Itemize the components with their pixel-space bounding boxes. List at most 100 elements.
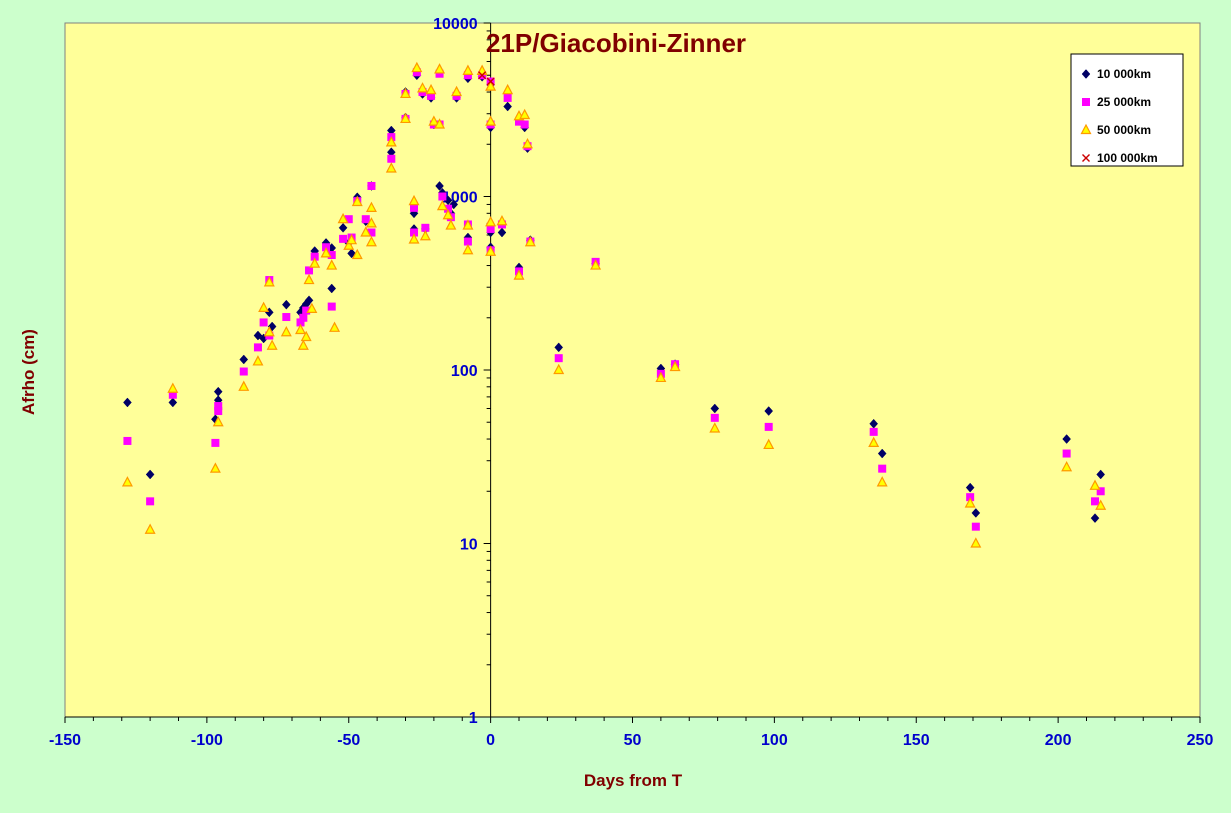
data-point (212, 415, 224, 427)
data-point (486, 224, 495, 233)
data-point (411, 61, 423, 73)
legend-items: 10 000km 25 000km 50 000km 100 000km (1080, 67, 1158, 165)
data-point (146, 497, 155, 506)
data-point (966, 493, 975, 502)
data-point (1062, 434, 1071, 444)
data-point (320, 247, 332, 258)
data-point (309, 257, 321, 268)
legend-label: 10 000km (1097, 67, 1151, 81)
data-point (327, 251, 336, 260)
legend-label: 100 000km (1097, 151, 1158, 165)
data-point (253, 343, 262, 352)
data-point (445, 219, 457, 230)
chart-title: 21P/Giacobini-Zinner (486, 28, 746, 58)
legend-marker (1082, 98, 1090, 106)
data-point (554, 354, 563, 363)
legend-label: 50 000km (1097, 123, 1151, 137)
x-tick-label: 150 (903, 732, 930, 749)
data-point (971, 508, 981, 518)
data-point (168, 397, 178, 408)
data-point (427, 91, 436, 100)
data-point (513, 269, 525, 280)
data-point (764, 422, 773, 431)
data-point (438, 192, 447, 201)
data-point (302, 306, 311, 315)
data-point (351, 248, 363, 260)
data-point (971, 522, 980, 531)
legend-marker (1080, 123, 1092, 135)
data-point (239, 367, 248, 376)
data-point (485, 115, 497, 126)
legend-marker (1081, 69, 1091, 79)
data-point (869, 427, 878, 436)
data-point (306, 302, 318, 313)
data-point (310, 252, 319, 261)
data-point (763, 438, 775, 450)
data-point (1061, 460, 1073, 472)
data-point (590, 259, 602, 270)
data-point (211, 438, 220, 447)
data-point (485, 80, 497, 91)
data-point (434, 63, 446, 74)
x-tick-label: 100 (761, 732, 788, 749)
data-point (305, 266, 314, 275)
data-point (282, 313, 291, 322)
data-point (361, 215, 370, 224)
series-4 (478, 71, 495, 86)
data-point (1090, 513, 1100, 524)
data-point (709, 422, 721, 433)
x-tick-label: -100 (191, 732, 223, 749)
data-point (1095, 499, 1107, 510)
data-point (351, 195, 363, 207)
chart-svg: 1 10 100 1000 10000 -150 -100 -50 0 50 100 150 200 25… (19, 16, 1213, 790)
data-point (1089, 479, 1101, 490)
data-point (214, 407, 223, 416)
data-point (515, 117, 523, 126)
series-3 (121, 61, 1107, 548)
data-point (145, 469, 155, 480)
data-point (1091, 497, 1100, 506)
data-point (344, 215, 353, 224)
data-point (167, 382, 179, 393)
data-point (296, 318, 305, 327)
data-point (343, 239, 355, 250)
data-point (408, 194, 420, 206)
data-point (451, 85, 463, 97)
data-point (365, 217, 377, 228)
legend-marker (1082, 154, 1090, 162)
data-point (295, 323, 307, 335)
legend-box (1070, 53, 1184, 167)
data-point (710, 403, 720, 414)
data-point (417, 82, 429, 93)
data-point (655, 371, 667, 383)
data-point (300, 330, 312, 342)
data-point (1096, 487, 1105, 496)
data-point (519, 108, 531, 120)
data-point (462, 64, 474, 75)
data-point (497, 227, 507, 238)
data-point (524, 235, 536, 247)
data-point (463, 71, 472, 80)
data-point (436, 199, 448, 211)
data-point (259, 318, 268, 327)
data-point (303, 273, 315, 285)
y-axis-title: Afrho (cm) (19, 329, 38, 415)
data-point (878, 464, 887, 473)
data-point (365, 201, 377, 212)
data-point (478, 71, 487, 80)
data-point (669, 360, 681, 372)
data-point (238, 380, 250, 391)
data-point (1062, 449, 1071, 458)
data-point (121, 476, 133, 487)
legend: 10 000km 25 000km 50 000km 100 000km (1070, 53, 1184, 167)
data-point (400, 87, 411, 99)
y-tick-label: 100 (451, 363, 478, 380)
data-point (299, 313, 308, 322)
data-point (502, 83, 514, 95)
data-point (435, 181, 444, 191)
data-point (400, 112, 411, 124)
data-point (410, 228, 419, 237)
data-point (554, 342, 564, 353)
data-point (339, 234, 348, 243)
data-point (486, 77, 495, 86)
